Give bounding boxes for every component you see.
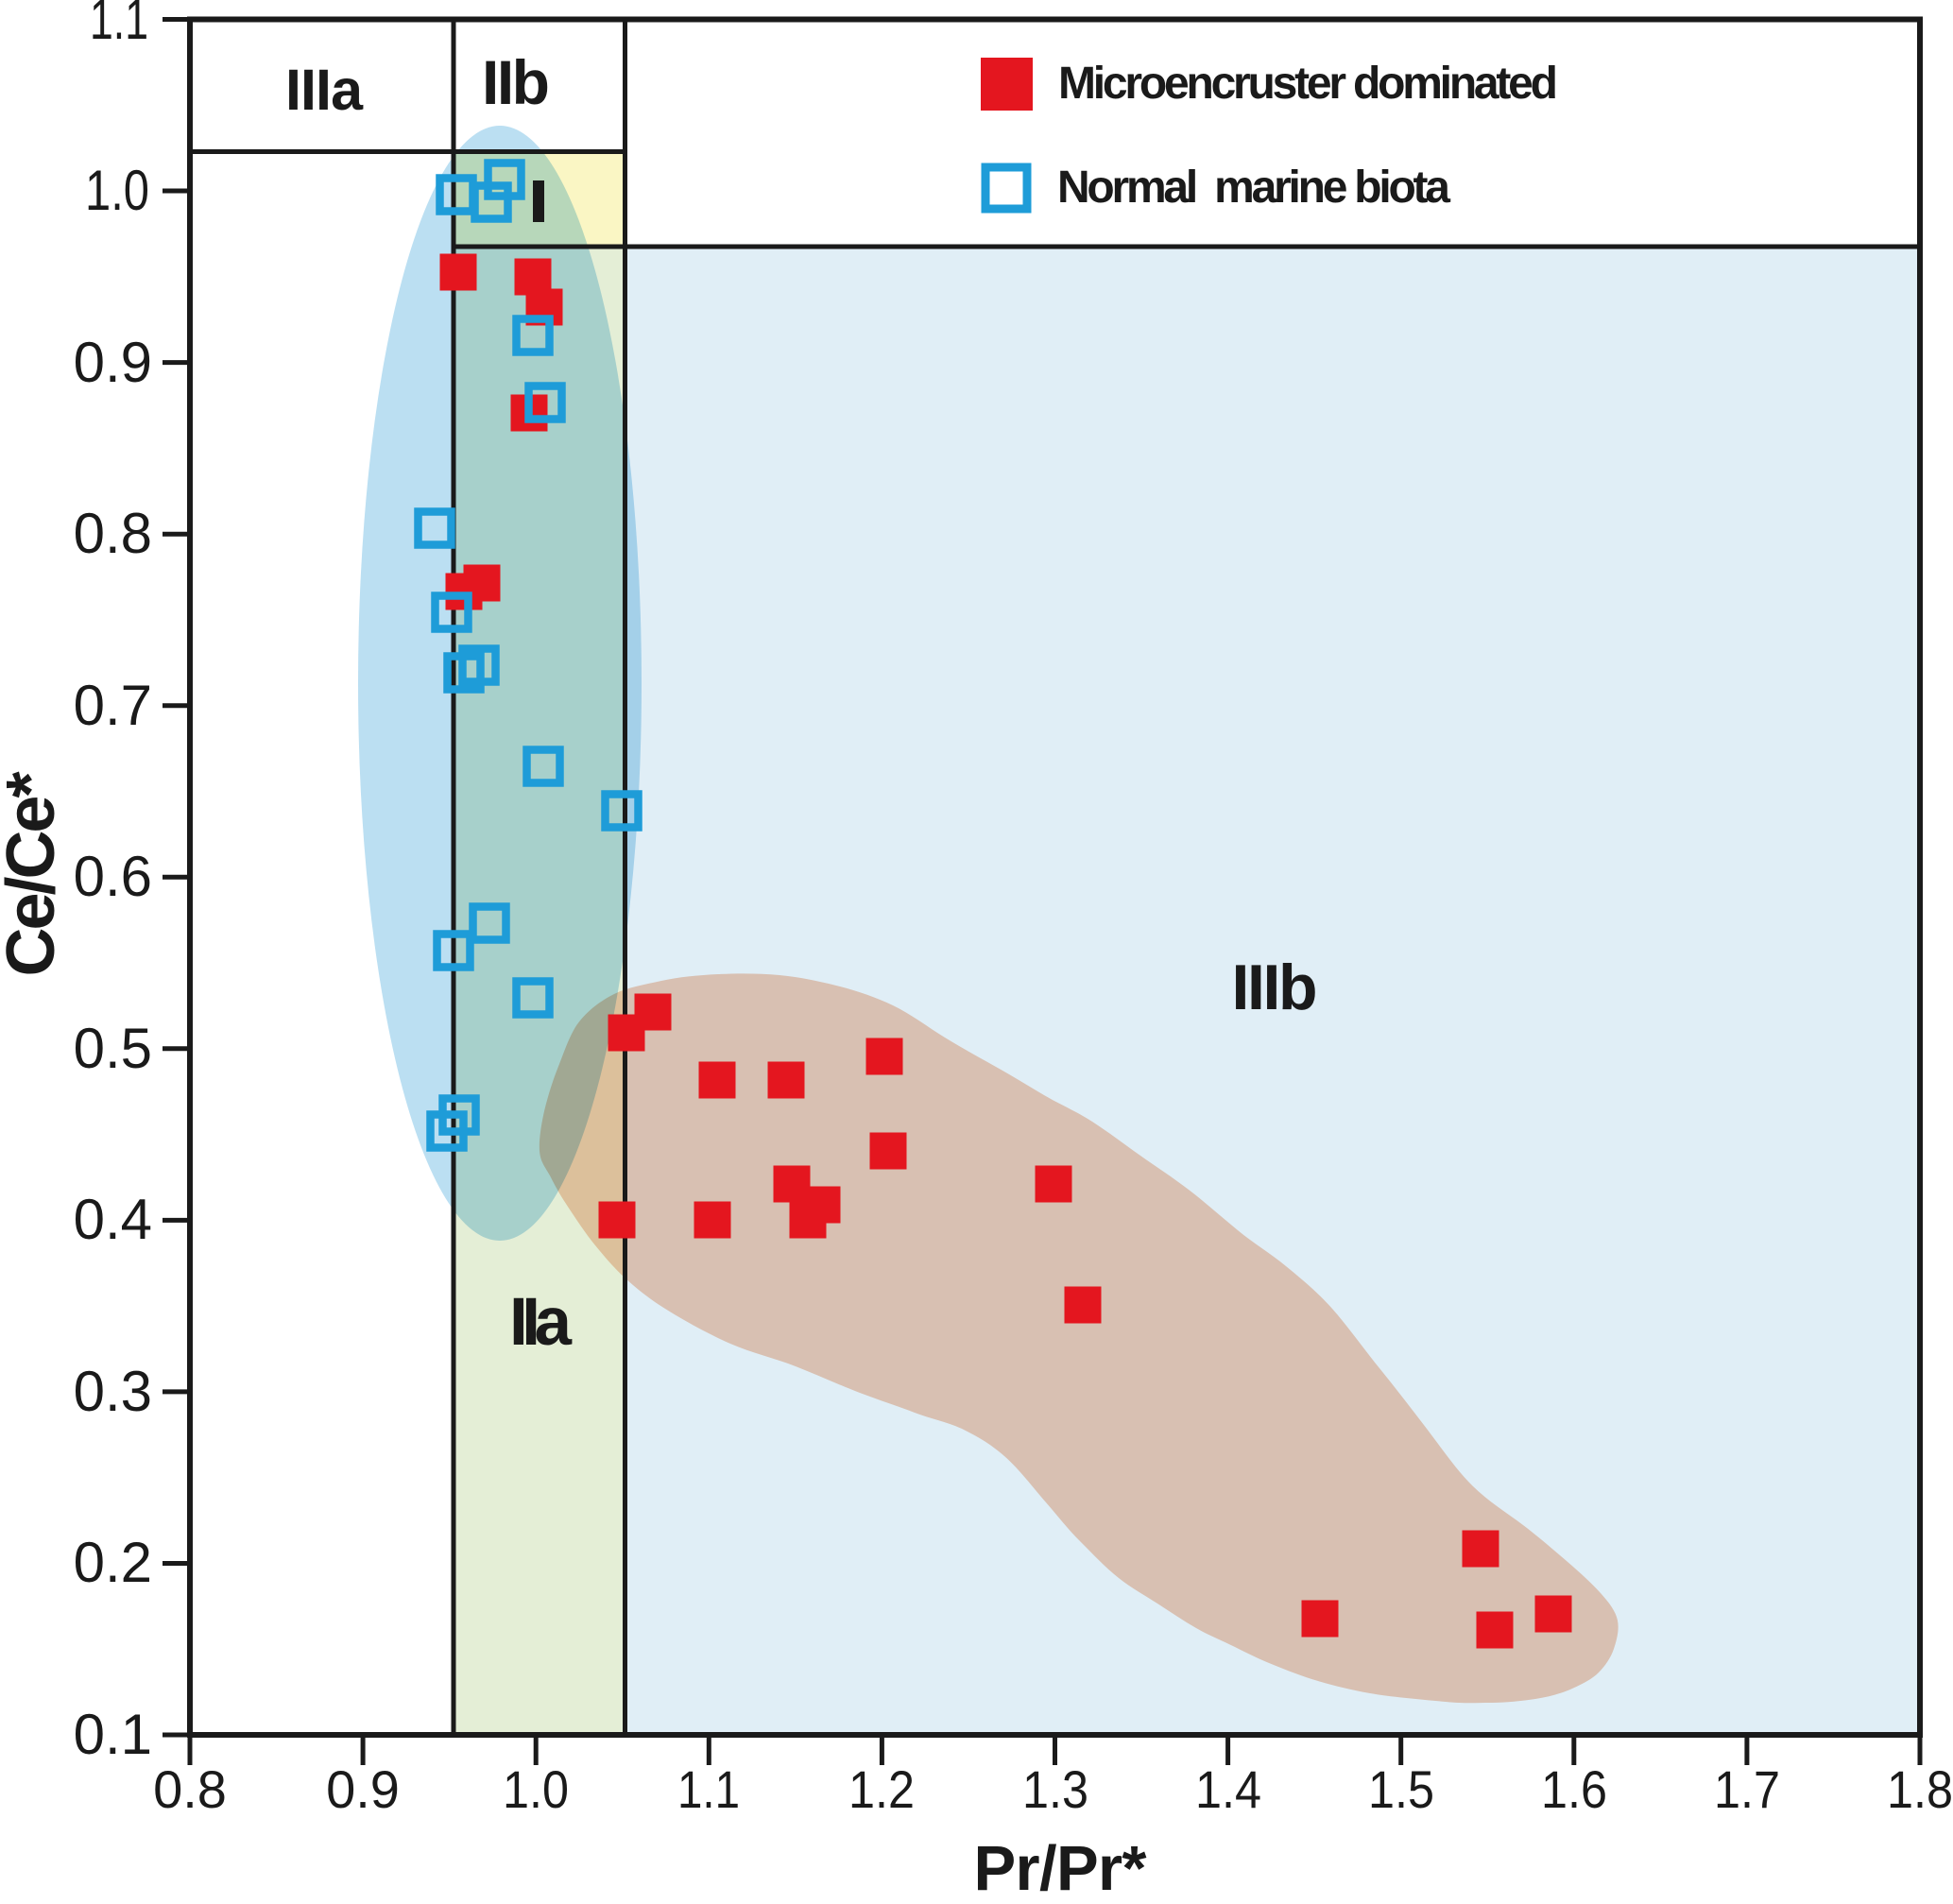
svg-text:0.2: 0.2: [74, 1531, 152, 1594]
svg-text:Normal marine biota: Normal marine biota: [1057, 163, 1450, 213]
svg-text:1.0: 1.0: [85, 159, 149, 222]
svg-text:1.6: 1.6: [1541, 1759, 1607, 1819]
svg-text:0.1: 0.1: [74, 1703, 152, 1766]
svg-text:1.2: 1.2: [848, 1759, 915, 1819]
svg-text:0.5: 0.5: [74, 1017, 152, 1080]
svg-text:1.1: 1.1: [677, 1759, 740, 1819]
svg-text:0.4: 0.4: [74, 1188, 152, 1251]
svg-text:IIb: IIb: [482, 47, 550, 117]
svg-text:1.3: 1.3: [1022, 1759, 1088, 1819]
svg-text:0.8: 0.8: [74, 502, 152, 565]
svg-text:0.8: 0.8: [153, 1759, 227, 1819]
svg-text:Pr/Pr*: Pr/Pr*: [974, 1833, 1148, 1904]
svg-text:0.9: 0.9: [326, 1759, 400, 1819]
svg-text:1.0: 1.0: [503, 1759, 569, 1819]
svg-text:IIa: IIa: [509, 1285, 573, 1360]
svg-text:1.4: 1.4: [1195, 1759, 1261, 1819]
svg-text:0.7: 0.7: [74, 674, 152, 737]
svg-text:1.5: 1.5: [1368, 1759, 1434, 1819]
svg-text:IIIa: IIIa: [285, 58, 364, 122]
svg-text:1.1: 1.1: [90, 0, 148, 51]
svg-text:IIIb: IIIb: [1232, 952, 1318, 1023]
svg-text:1.7: 1.7: [1714, 1759, 1780, 1819]
svg-text:Ce/Ce*: Ce/Ce*: [0, 772, 69, 977]
svg-text:1.8: 1.8: [1887, 1759, 1953, 1819]
svg-text:0.9: 0.9: [74, 331, 152, 394]
svg-text:Microencruster dominated: Microencruster dominated: [1058, 59, 1558, 109]
svg-text:0.6: 0.6: [74, 845, 152, 908]
svg-text:0.3: 0.3: [74, 1360, 152, 1423]
